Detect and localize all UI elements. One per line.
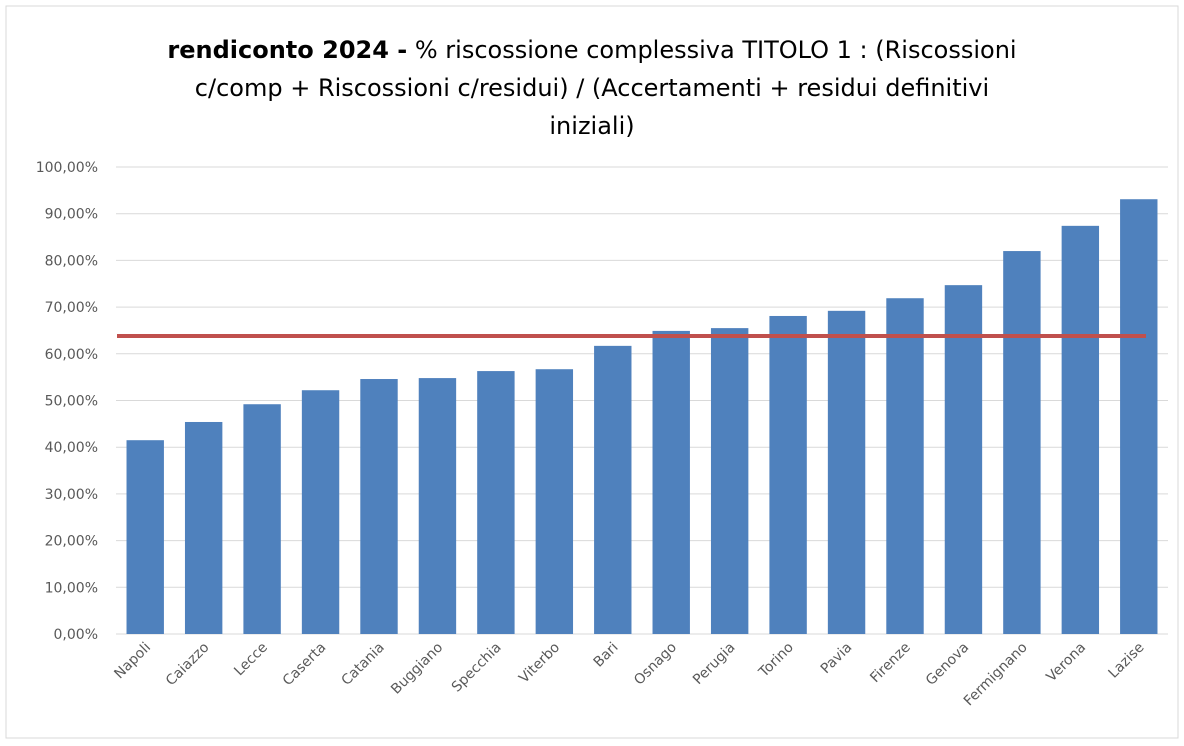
bar <box>710 328 749 634</box>
bar <box>652 330 690 634</box>
bar <box>1061 225 1100 635</box>
bar <box>1003 251 1041 634</box>
chart-title: rendiconto 2024 - % riscossione compless… <box>167 36 1016 64</box>
bar <box>360 379 398 634</box>
y-tick-label: 80,00% <box>45 253 98 269</box>
title-line: % riscossione complessiva TITOLO 1 : (Ri… <box>415 36 1017 64</box>
bar <box>301 390 340 634</box>
y-tick-label: 90,00% <box>45 207 98 223</box>
bar <box>477 371 515 634</box>
bar <box>184 421 223 634</box>
title-line: iniziali) <box>549 112 634 140</box>
bar <box>243 404 281 634</box>
bar <box>126 440 164 634</box>
y-tick-label: 0,00% <box>54 627 98 643</box>
y-tick-label: 70,00% <box>45 300 98 316</box>
title-bold: rendiconto 2024 - <box>167 36 407 64</box>
y-tick-label: 40,00% <box>45 440 98 456</box>
bar <box>886 298 924 634</box>
bar <box>535 369 574 634</box>
bar <box>594 345 632 634</box>
bar <box>418 378 457 634</box>
bar <box>827 310 866 634</box>
y-tick-label: 100,00% <box>36 160 98 176</box>
y-tick-label: 60,00% <box>45 347 98 363</box>
bar <box>769 315 807 634</box>
bar <box>944 285 983 634</box>
y-tick-label: 20,00% <box>45 534 98 550</box>
bar <box>1120 199 1158 634</box>
title-line: c/comp + Riscossioni c/residui) / (Accer… <box>195 74 989 102</box>
y-tick-label: 30,00% <box>45 487 98 503</box>
y-tick-label: 50,00% <box>45 394 98 410</box>
y-tick-label: 10,00% <box>45 580 98 596</box>
